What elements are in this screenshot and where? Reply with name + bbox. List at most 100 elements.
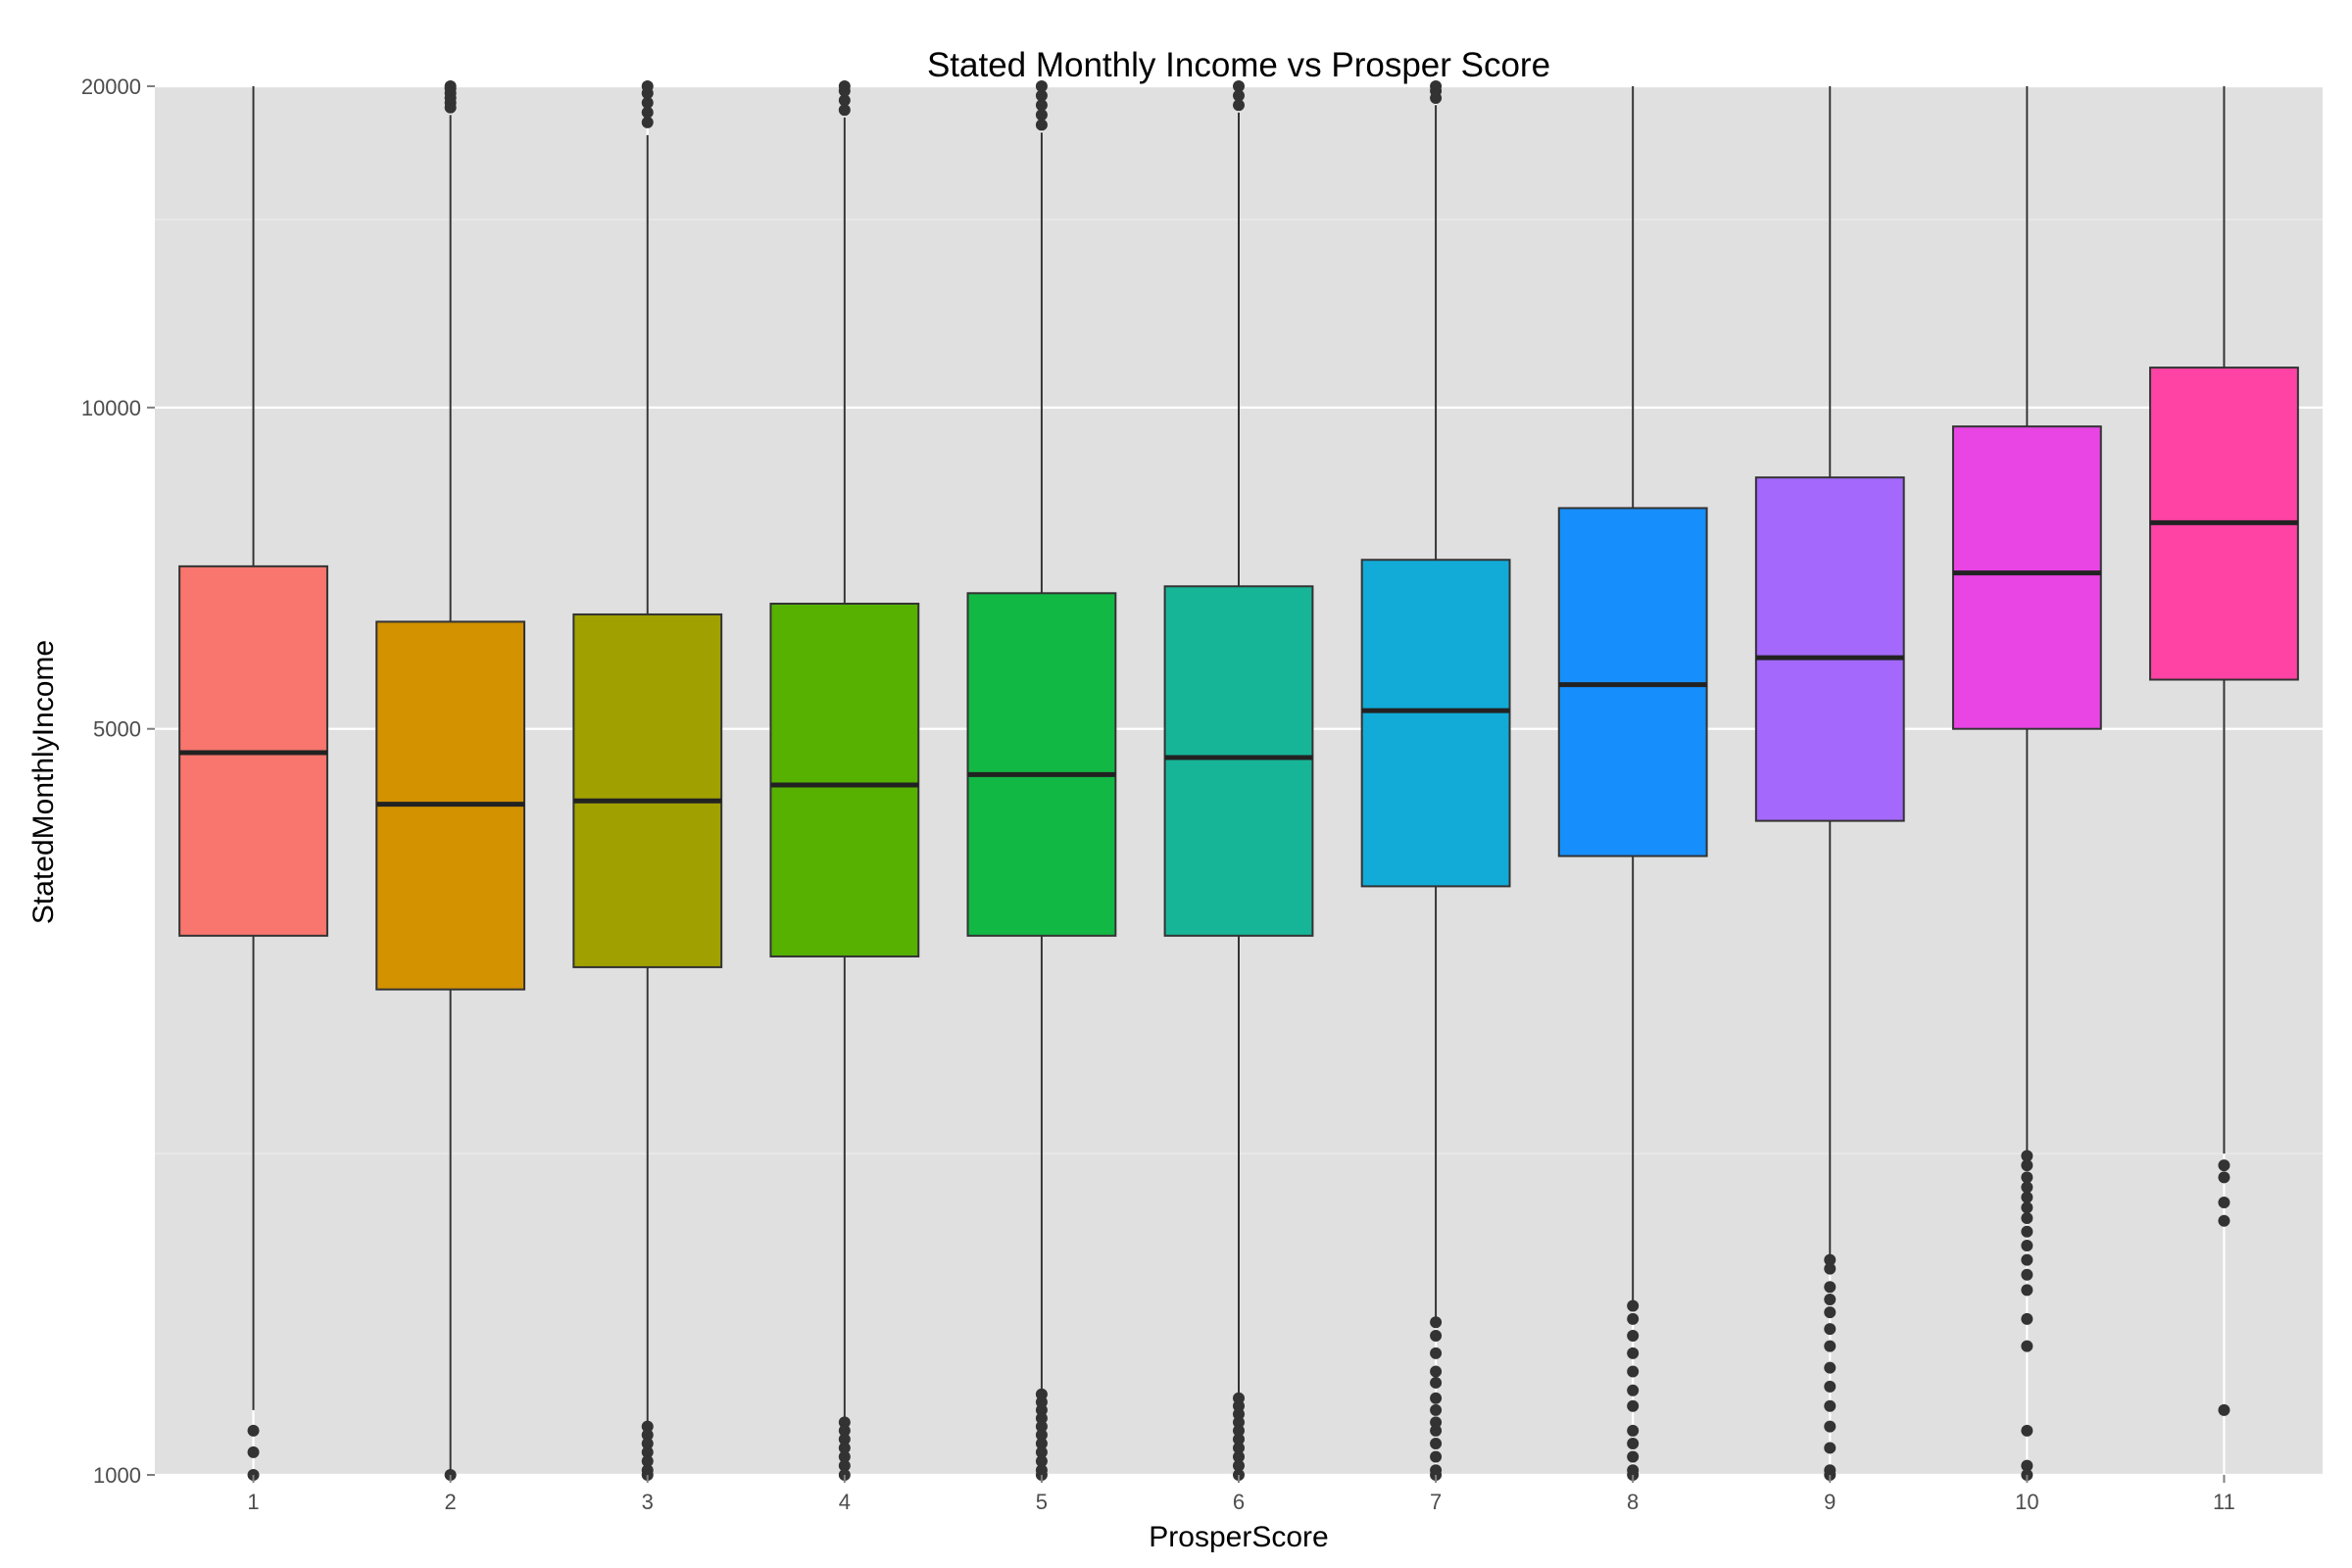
outlier-point [2021, 1212, 2034, 1225]
outlier-point [1824, 1323, 1837, 1336]
box-2 [375, 80, 526, 1481]
box-body [966, 592, 1117, 937]
x-tick-label: 5 [1036, 1490, 1048, 1514]
outlier-point [1035, 1403, 1048, 1416]
box-body [1163, 585, 1314, 937]
outlier-point [838, 1433, 851, 1446]
outlier-point [2021, 1191, 2034, 1203]
outlier-point [2218, 1196, 2230, 1208]
outlier-point [641, 1446, 654, 1458]
axes: 1000 5000 10000 20000 1 2 3 4 5 6 7 8 9 10 11 [81, 74, 2235, 1514]
outlier-point [1824, 1442, 1837, 1454]
outlier-point [2218, 1171, 2230, 1184]
box-6 [1163, 80, 1314, 1481]
box-body [1754, 476, 1905, 822]
outlier-point [2218, 1159, 2230, 1172]
box-11 [2149, 86, 2299, 1416]
outlier-point [1824, 1399, 1837, 1412]
outlier-point [1233, 80, 1245, 92]
outlier-point [641, 96, 654, 109]
box-3 [572, 80, 723, 1481]
outlier-point [444, 80, 457, 92]
outlier-point [838, 1459, 851, 1472]
box-5 [966, 80, 1117, 1481]
outlier-point [1824, 1293, 1837, 1305]
x-tick-label: 8 [1627, 1490, 1639, 1514]
outlier-point [1035, 80, 1048, 92]
outlier-point [1233, 1399, 1245, 1412]
box-4 [769, 80, 920, 1481]
outlier-point [2021, 1159, 2034, 1172]
outlier-point [1035, 99, 1048, 112]
x-tick-label: 9 [1824, 1490, 1836, 1514]
x-tick-label: 2 [445, 1490, 457, 1514]
outlier-point [1233, 99, 1245, 112]
outlier-point [1824, 1306, 1837, 1319]
outlier-point [641, 1455, 654, 1468]
outlier-point [1430, 1437, 1443, 1449]
outlier-point [1233, 1416, 1245, 1429]
outlier-point [641, 1429, 654, 1442]
boxes [178, 80, 2299, 1481]
outlier-point [1430, 80, 1443, 92]
box-7 [1360, 80, 1511, 1481]
outlier-point [1430, 1330, 1443, 1343]
outlier-point [1233, 1433, 1245, 1446]
box-1 [178, 86, 328, 1481]
outlier-point [838, 1416, 851, 1429]
chart-title: Stated Monthly Income vs Prosper Score [927, 46, 1550, 84]
outlier-point [641, 106, 654, 119]
box-body [1360, 559, 1511, 888]
box-body [572, 612, 723, 968]
outlier-point [2218, 1403, 2230, 1416]
outlier-point [2021, 1268, 2034, 1281]
outlier-point [1430, 1416, 1443, 1429]
outlier-point [641, 116, 654, 128]
outlier-point [1233, 1408, 1245, 1421]
y-tick-label: 1000 [93, 1463, 141, 1488]
outlier-point [1627, 1384, 1640, 1396]
outlier-point [1430, 1403, 1443, 1416]
outlier-point [1627, 1299, 1640, 1312]
outlier-point [641, 1420, 654, 1433]
box-10 [1951, 86, 2102, 1481]
outlier-point [838, 80, 851, 92]
outlier-point [2021, 1340, 2034, 1352]
outlier-point [1035, 1420, 1048, 1433]
outlier-point [838, 1450, 851, 1463]
outlier-point [1035, 89, 1048, 102]
box-body [769, 603, 920, 957]
outlier-point [2021, 1459, 2034, 1472]
outlier-point [1430, 1450, 1443, 1463]
box-9 [1754, 86, 1905, 1481]
outlier-point [1430, 1365, 1443, 1378]
outlier-point [1035, 1455, 1048, 1468]
outlier-point [838, 1424, 851, 1437]
outlier-point [2021, 1150, 2034, 1162]
outlier-point [2021, 1225, 2034, 1238]
outlier-point [1824, 1281, 1837, 1294]
outlier-point [1430, 1392, 1443, 1404]
outlier-point [2021, 1201, 2034, 1214]
outlier-point [1824, 1262, 1837, 1275]
outlier-point [1627, 1399, 1640, 1412]
x-tick-label: 3 [642, 1490, 654, 1514]
outlier-point [1430, 1424, 1443, 1437]
outlier-point [641, 1437, 654, 1449]
outlier-point [1824, 1361, 1837, 1374]
outlier-point [1627, 1330, 1640, 1343]
outlier-point [1035, 1437, 1048, 1449]
x-tick-label: 6 [1233, 1490, 1245, 1514]
outlier-point [1627, 1437, 1640, 1449]
outlier-point [1627, 1450, 1640, 1463]
x-tick-label: 1 [247, 1490, 259, 1514]
y-tick-label: 20000 [81, 74, 141, 99]
x-tick-label: 10 [2015, 1490, 2038, 1514]
outlier-point [1430, 1347, 1443, 1359]
outlier-point [1627, 1347, 1640, 1359]
box-8 [1557, 86, 1708, 1481]
outlier-point [1035, 109, 1048, 122]
outlier-point [1233, 89, 1245, 102]
outlier-point [1627, 1365, 1640, 1378]
